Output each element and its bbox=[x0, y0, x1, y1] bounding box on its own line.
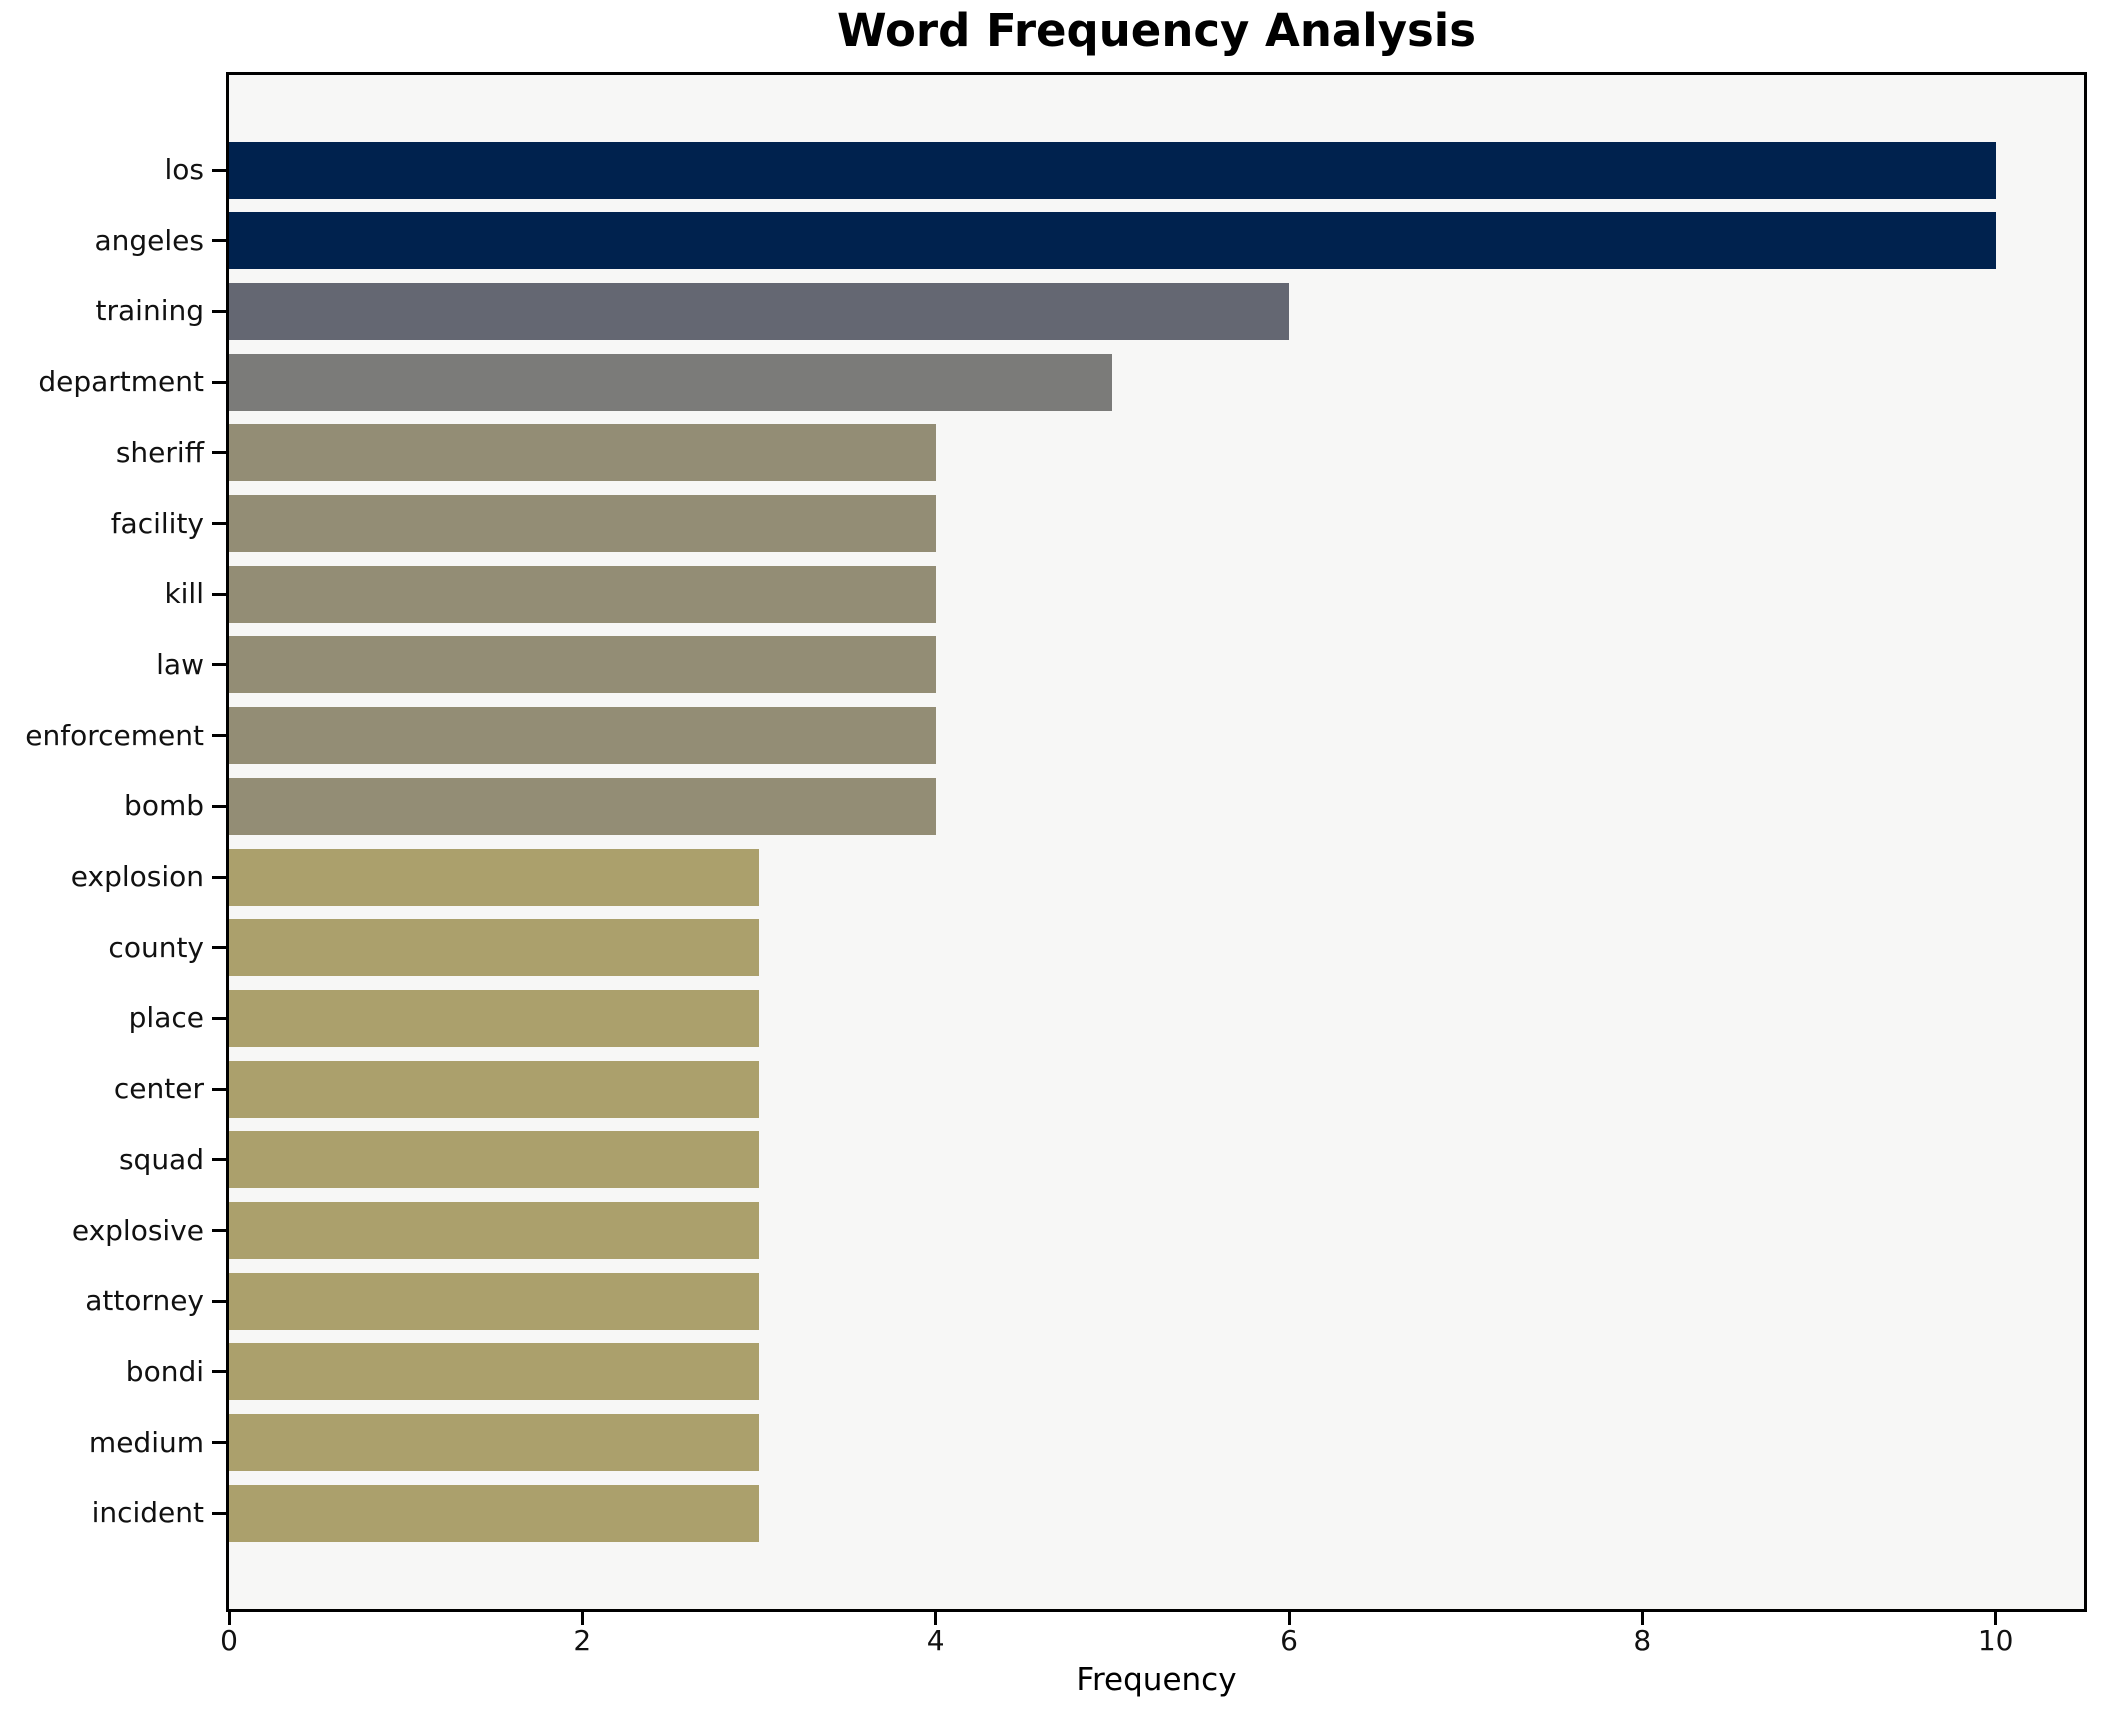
y-tick-label-medium: medium bbox=[88, 1425, 204, 1459]
bar-center bbox=[229, 1060, 759, 1118]
x-tick-mark bbox=[1287, 1612, 1291, 1625]
bar-explosion bbox=[229, 848, 759, 906]
y-tick-mark bbox=[212, 592, 226, 596]
x-tick-label-6: 6 bbox=[1280, 1624, 1298, 1657]
y-tick-label-bondi: bondi bbox=[125, 1354, 204, 1388]
y-tick-label-incident: incident bbox=[91, 1496, 204, 1530]
y-tick-mark bbox=[212, 1441, 226, 1445]
bar-facility bbox=[229, 495, 936, 552]
y-tick-mark bbox=[212, 804, 226, 808]
y-tick-mark bbox=[212, 1087, 226, 1091]
y-tick-mark bbox=[212, 309, 226, 313]
bar-attorney bbox=[229, 1272, 759, 1330]
bar-los bbox=[229, 141, 1996, 199]
y-tick-label-law: law bbox=[156, 647, 204, 681]
bar-enforcement bbox=[229, 707, 936, 765]
y-tick-label-center: center bbox=[113, 1072, 204, 1106]
y-tick-label-training: training bbox=[95, 294, 204, 328]
y-tick-label-place: place bbox=[128, 1001, 204, 1035]
plot-area bbox=[226, 72, 2087, 1612]
bar-department bbox=[229, 353, 1113, 411]
y-tick-mark bbox=[212, 663, 226, 667]
y-tick-mark bbox=[212, 1016, 226, 1020]
x-tick-label-8: 8 bbox=[1633, 1624, 1652, 1657]
bar-medium bbox=[229, 1414, 759, 1472]
y-tick-mark bbox=[212, 1299, 226, 1303]
bar-training bbox=[229, 282, 1289, 340]
bar-place bbox=[229, 989, 759, 1047]
y-tick-label-attorney: attorney bbox=[85, 1284, 204, 1318]
y-tick-mark bbox=[212, 168, 226, 172]
x-tick-mark bbox=[580, 1612, 584, 1625]
x-tick-mark bbox=[1640, 1612, 1644, 1625]
bar-bondi bbox=[229, 1343, 759, 1401]
y-tick-mark bbox=[212, 239, 226, 243]
y-tick-mark bbox=[212, 734, 226, 738]
y-tick-label-county: county bbox=[108, 930, 204, 964]
y-tick-mark bbox=[212, 380, 226, 384]
y-tick-label-sheriff: sheriff bbox=[115, 435, 204, 469]
bar-angeles bbox=[229, 212, 1996, 270]
x-tick-label-2: 2 bbox=[573, 1624, 592, 1657]
x-tick-mark bbox=[227, 1612, 231, 1625]
y-tick-label-kill: kill bbox=[164, 577, 204, 611]
y-tick-label-bomb: bomb bbox=[124, 789, 204, 823]
y-tick-label-los: los bbox=[164, 153, 205, 186]
bar-bomb bbox=[229, 777, 936, 835]
bar-kill bbox=[229, 565, 936, 623]
y-tick-label-explosive: explosive bbox=[71, 1213, 204, 1247]
x-tick-mark bbox=[1994, 1612, 1998, 1625]
y-tick-label-squad: squad bbox=[118, 1142, 204, 1176]
chart-title: Word Frequency Analysis bbox=[836, 4, 1477, 57]
bar-explosive bbox=[229, 1202, 759, 1259]
y-tick-mark bbox=[212, 522, 226, 525]
x-tick-label-10: 10 bbox=[1977, 1624, 2014, 1657]
bar-law bbox=[229, 636, 936, 694]
bar-county bbox=[229, 919, 759, 977]
y-tick-mark bbox=[212, 1370, 226, 1374]
y-tick-mark bbox=[212, 451, 226, 455]
x-tick-mark bbox=[934, 1612, 938, 1625]
x-tick-label-0: 0 bbox=[220, 1624, 238, 1657]
bar-squad bbox=[229, 1131, 759, 1189]
bar-sheriff bbox=[229, 424, 936, 482]
y-tick-label-enforcement: enforcement bbox=[25, 718, 204, 752]
y-tick-mark bbox=[212, 946, 226, 950]
bar-incident bbox=[229, 1484, 759, 1542]
y-tick-label-explosion: explosion bbox=[70, 860, 204, 893]
y-tick-mark bbox=[212, 1158, 226, 1162]
x-axis-label: Frequency bbox=[1076, 1662, 1237, 1698]
x-tick-label-4: 4 bbox=[926, 1624, 945, 1657]
y-tick-label-department: department bbox=[38, 365, 204, 399]
y-tick-mark bbox=[212, 875, 226, 879]
y-tick-mark bbox=[212, 1511, 226, 1515]
y-tick-label-facility: facility bbox=[110, 506, 204, 540]
y-tick-mark bbox=[212, 1229, 226, 1232]
y-tick-label-angeles: angeles bbox=[94, 223, 205, 257]
